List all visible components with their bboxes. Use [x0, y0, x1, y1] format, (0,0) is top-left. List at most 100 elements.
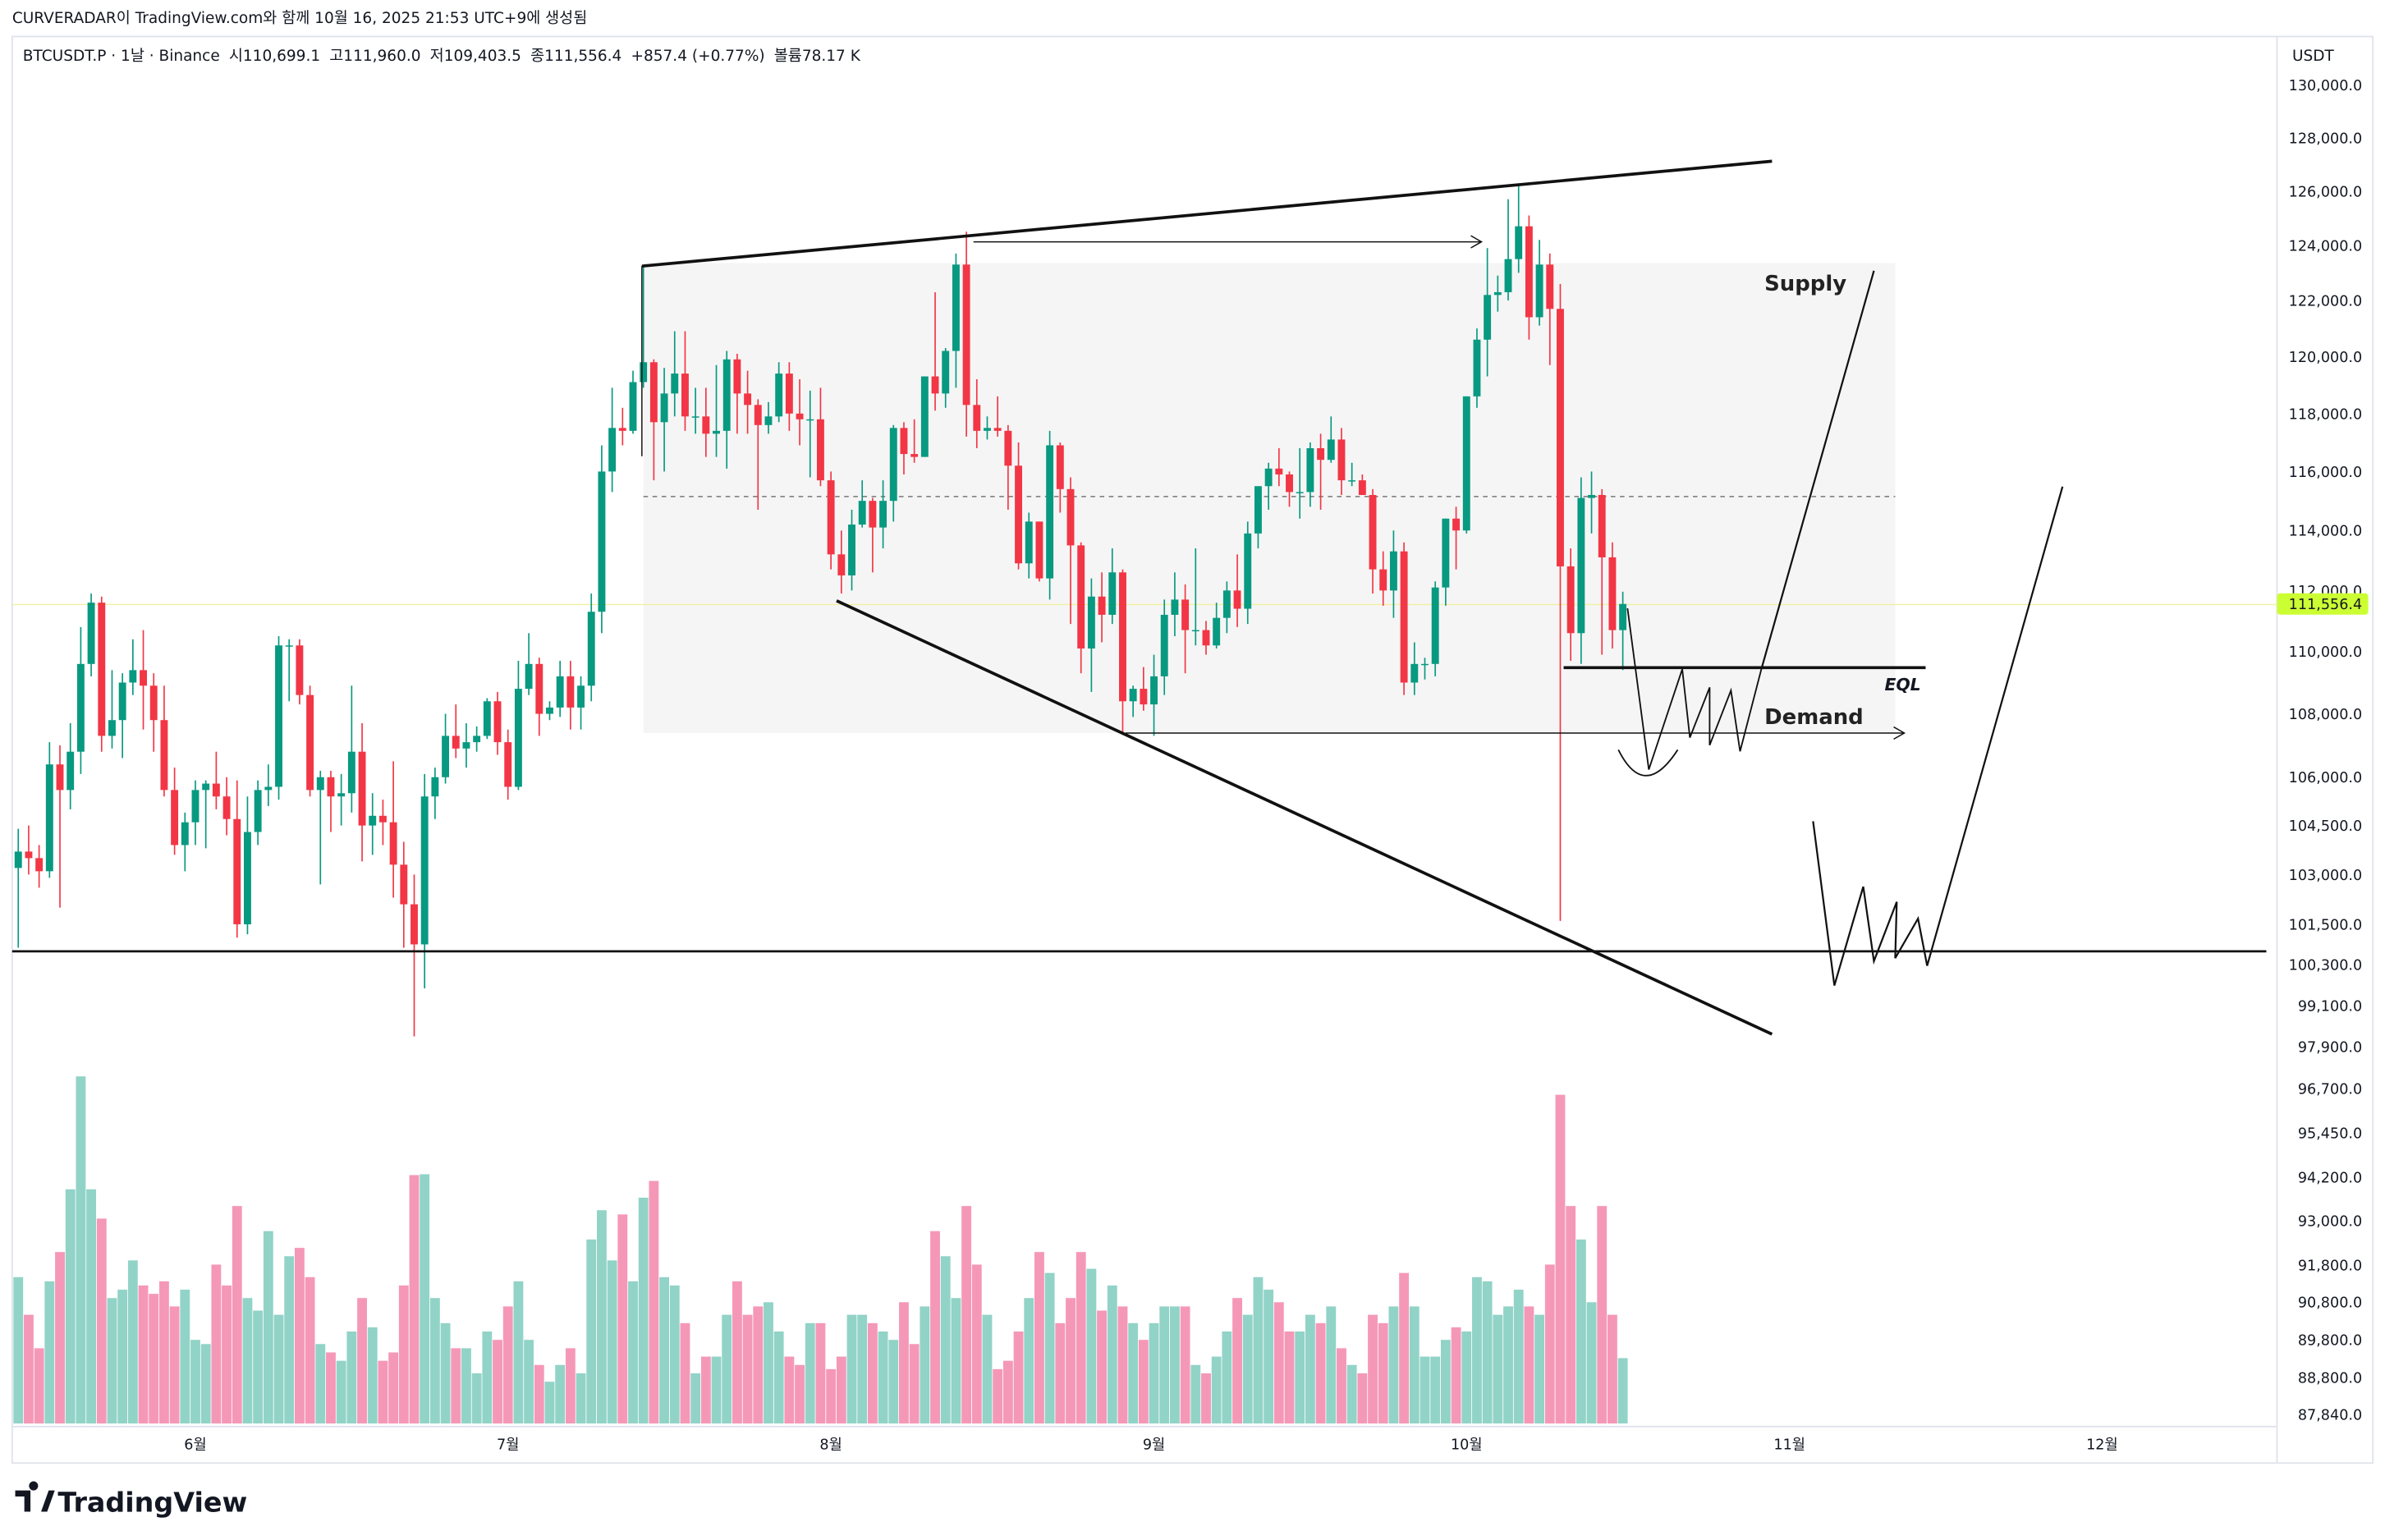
candle-body — [1515, 226, 1523, 259]
y-tick-label: 106,000.0 — [2289, 770, 2363, 786]
y-tick-label: 94,200.0 — [2298, 1171, 2362, 1187]
volume-bar — [96, 1218, 107, 1424]
volume-bar — [711, 1356, 722, 1424]
candle-body — [775, 374, 783, 417]
candle-body — [1233, 590, 1241, 609]
candle-body — [1327, 439, 1335, 461]
candle-body — [1222, 590, 1231, 618]
volume-bar — [1273, 1302, 1284, 1424]
candle-body — [1275, 468, 1283, 474]
volume-bar — [659, 1276, 670, 1424]
candle-body — [420, 796, 429, 945]
candle-body — [900, 428, 908, 455]
volume-bar — [107, 1298, 117, 1424]
candle-body — [67, 751, 75, 791]
candle-body — [181, 822, 189, 846]
candle-body — [1087, 596, 1095, 649]
symbol: BTCUSDT.P · 1날 · Binance — [23, 48, 220, 65]
candle-body — [796, 413, 804, 419]
candle-body — [525, 663, 533, 690]
candle-body — [1410, 663, 1419, 683]
volume-bar — [607, 1260, 617, 1424]
volume-bar — [524, 1340, 534, 1424]
volume-bar — [86, 1189, 97, 1424]
candle-body — [713, 430, 720, 434]
candle-body — [1213, 617, 1221, 646]
volume-bar — [1440, 1340, 1451, 1424]
volume-bar — [1566, 1206, 1576, 1424]
candle-body — [514, 689, 522, 787]
candle-body — [1348, 480, 1356, 482]
volume-bar — [211, 1264, 222, 1424]
y-tick-label: 128,000.0 — [2289, 131, 2363, 147]
volume-bar — [127, 1260, 138, 1424]
candle-body — [993, 428, 1002, 431]
volume-bar — [1295, 1331, 1305, 1424]
y-tick-label: 89,800.0 — [2298, 1332, 2362, 1349]
volume-bar — [1055, 1322, 1066, 1424]
candle-body — [1369, 494, 1377, 570]
y-tick-label: 91,800.0 — [2298, 1258, 2362, 1274]
candle-body — [733, 359, 741, 394]
volume-bar — [367, 1327, 378, 1424]
y-tick-label: 108,000.0 — [2289, 707, 2363, 723]
candle-body — [160, 720, 168, 791]
change: +857.4 (+0.77%) — [631, 48, 764, 65]
last-price-label: 111,556.4 — [2289, 597, 2363, 613]
candle-body — [640, 362, 648, 383]
candle-body — [1202, 630, 1210, 646]
candle-body — [1421, 663, 1429, 666]
candle-body — [556, 676, 564, 708]
volume-bar — [1575, 1239, 1586, 1424]
volume-bar — [982, 1314, 993, 1424]
volume-bar — [1232, 1298, 1242, 1424]
volume-bar — [1138, 1340, 1149, 1424]
volume-bar — [857, 1314, 868, 1424]
volume-bar — [617, 1214, 628, 1424]
volume-bar — [826, 1368, 837, 1424]
y-tick-label: 96,700.0 — [2298, 1082, 2362, 1098]
volume-bar — [55, 1252, 65, 1424]
candle-body — [546, 707, 553, 714]
candle-body — [243, 832, 251, 924]
upper-trendline — [641, 159, 1773, 268]
candle-body — [140, 670, 147, 686]
y-tick-label: 126,000.0 — [2289, 184, 2363, 200]
volume-bar — [493, 1340, 502, 1424]
candles — [14, 186, 1627, 1037]
volume-bar — [586, 1239, 597, 1424]
volume-bar — [200, 1344, 211, 1424]
symbol-line: BTCUSDT.P · 1날 · Binance 시110,699.1 고111,9… — [23, 48, 861, 65]
volume-bar — [378, 1360, 388, 1424]
candle-body — [56, 764, 64, 791]
volume-bar — [326, 1352, 336, 1424]
y-tick-label: 95,450.0 — [2298, 1125, 2362, 1142]
candle-body — [1546, 264, 1554, 309]
volume-bar — [315, 1344, 326, 1424]
volume-bar — [1264, 1290, 1274, 1424]
candle-body — [1588, 494, 1595, 498]
x-tick-label: 11월 — [1773, 1437, 1805, 1454]
demand-label: Demand — [1764, 705, 1864, 730]
volume-bar — [398, 1285, 409, 1424]
volume-bar — [1326, 1306, 1337, 1424]
volume-bar — [420, 1174, 430, 1424]
candle-body — [608, 428, 617, 472]
volume-bar — [846, 1314, 857, 1424]
volume-bar — [1097, 1310, 1108, 1424]
candle-body — [1608, 557, 1617, 630]
supply-label: Supply — [1764, 272, 1846, 296]
candle-body — [1557, 309, 1564, 566]
candle-body — [744, 393, 752, 406]
volume-bar — [899, 1302, 909, 1424]
close: 종111,556.4 — [530, 48, 621, 65]
y-tick-label: 122,000.0 — [2289, 294, 2363, 310]
credit: CURVERADAR이 TradingView.com와 함께 10월 16, … — [12, 10, 587, 27]
volume-bar — [24, 1314, 34, 1424]
candle-body — [598, 471, 606, 612]
volume-bar — [1420, 1356, 1430, 1424]
candle-body — [1264, 468, 1273, 487]
logo-text: TradingView — [57, 1487, 247, 1519]
candle-body — [1504, 259, 1512, 292]
